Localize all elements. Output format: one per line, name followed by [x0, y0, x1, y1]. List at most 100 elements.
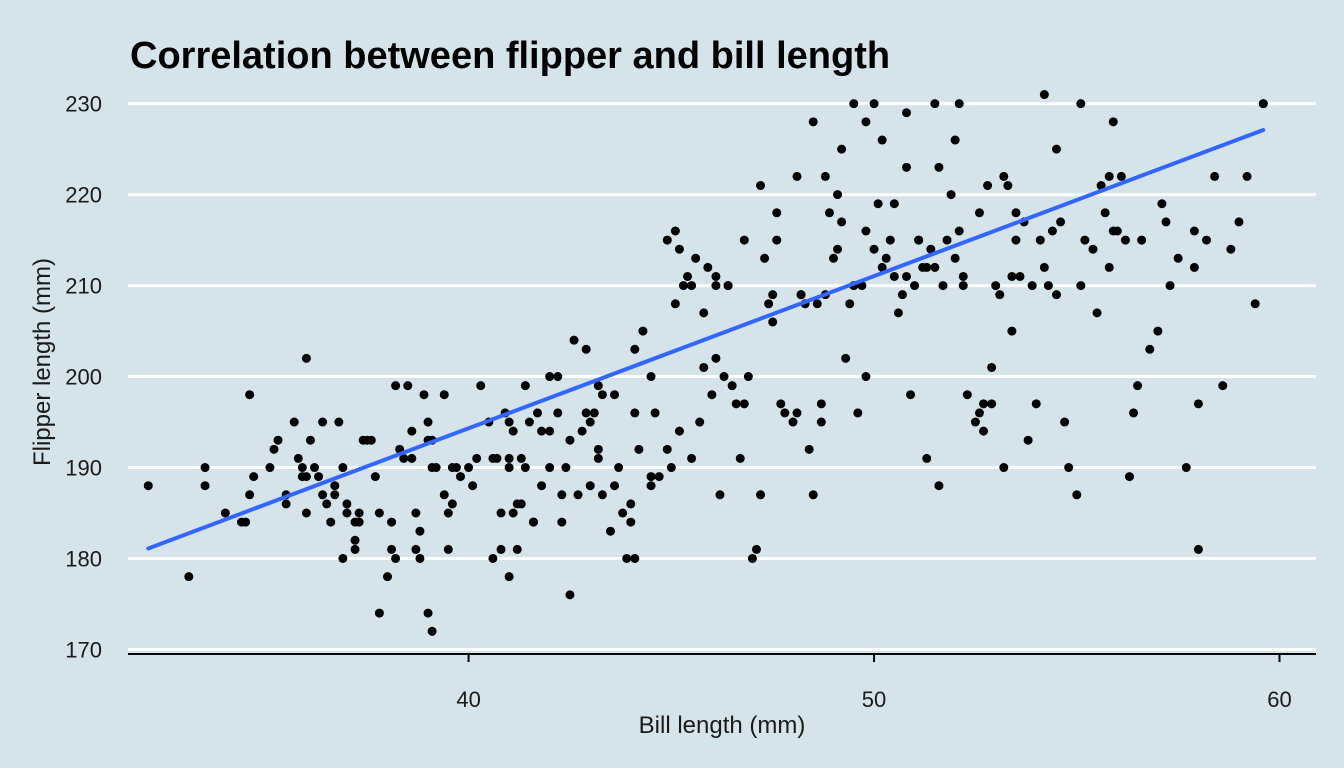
data-point	[610, 481, 620, 491]
data-point	[674, 426, 684, 436]
data-point	[938, 281, 948, 291]
data-point	[1234, 217, 1244, 227]
data-point	[703, 262, 713, 272]
data-point	[443, 508, 453, 518]
data-point	[1181, 463, 1191, 473]
data-point	[987, 399, 997, 409]
data-point	[1064, 463, 1074, 473]
y-tick-label: 220	[65, 183, 102, 208]
data-point	[1189, 262, 1199, 272]
data-point	[695, 417, 705, 427]
data-point	[561, 463, 571, 473]
data-point	[711, 353, 721, 363]
data-point	[735, 453, 745, 463]
data-point	[354, 508, 364, 518]
data-point	[1258, 99, 1268, 109]
data-point	[622, 553, 632, 563]
data-point	[950, 253, 960, 263]
data-point	[719, 372, 729, 382]
data-point	[423, 608, 433, 618]
data-point	[504, 572, 514, 582]
data-point	[776, 399, 786, 409]
data-point	[958, 281, 968, 291]
data-point	[930, 99, 940, 109]
trend-line	[146, 128, 1266, 551]
data-point	[946, 190, 956, 200]
data-point	[447, 499, 457, 509]
data-point	[666, 463, 676, 473]
data-point	[715, 490, 725, 500]
data-point	[342, 499, 352, 509]
data-point	[512, 544, 522, 554]
data-point	[756, 181, 766, 191]
data-point	[496, 544, 506, 554]
data-point	[804, 444, 814, 454]
data-point	[1100, 208, 1110, 218]
data-point	[853, 408, 863, 418]
data-point	[861, 372, 871, 382]
data-point	[987, 362, 997, 372]
data-point	[674, 244, 684, 254]
data-point	[581, 408, 591, 418]
data-point	[1080, 235, 1090, 245]
data-point	[1003, 181, 1013, 191]
data-point	[922, 453, 932, 463]
data-point	[297, 463, 307, 473]
data-point	[792, 408, 802, 418]
data-point	[958, 271, 968, 281]
data-point	[979, 426, 989, 436]
data-point	[338, 463, 348, 473]
data-point	[768, 290, 778, 300]
data-point	[768, 317, 778, 327]
data-point	[314, 472, 324, 482]
data-point	[638, 326, 648, 336]
data-point	[711, 271, 721, 281]
data-point	[760, 253, 770, 263]
data-point	[472, 453, 482, 463]
data-point	[808, 490, 818, 500]
x-tick-label: 50	[862, 687, 886, 712]
trend-line-group	[146, 128, 1266, 551]
data-point	[1193, 544, 1203, 554]
data-point	[391, 381, 401, 391]
data-point	[764, 299, 774, 309]
data-point	[914, 235, 924, 245]
data-point	[301, 508, 311, 518]
data-point	[910, 281, 920, 291]
data-point	[597, 490, 607, 500]
data-point	[200, 463, 210, 473]
data-point	[326, 517, 336, 527]
data-point	[508, 426, 518, 436]
data-point	[1031, 399, 1041, 409]
chart-title: Correlation between flipper and bill len…	[130, 35, 890, 77]
data-point	[731, 399, 741, 409]
data-point	[897, 290, 907, 300]
data-point	[569, 335, 579, 345]
data-point	[1096, 181, 1106, 191]
data-point	[707, 390, 717, 400]
data-point	[901, 162, 911, 172]
data-point	[504, 417, 514, 427]
data-point	[508, 508, 518, 518]
data-point	[589, 408, 599, 418]
data-point	[792, 171, 802, 181]
y-tick-label: 190	[65, 456, 102, 481]
y-tick-labels: 170 180 190 200 210 220 230	[65, 92, 102, 663]
data-point	[889, 271, 899, 281]
y-tick-label: 170	[65, 637, 102, 662]
data-point	[796, 290, 806, 300]
data-point	[849, 99, 859, 109]
data-point	[443, 544, 453, 554]
data-point	[954, 99, 964, 109]
data-point	[1047, 226, 1057, 236]
data-point	[464, 463, 474, 473]
data-point	[334, 417, 344, 427]
data-point	[942, 235, 952, 245]
data-point	[662, 444, 672, 454]
data-point	[492, 453, 502, 463]
data-point	[743, 372, 753, 382]
data-point	[1039, 262, 1049, 272]
data-point	[954, 226, 964, 236]
data-point	[934, 481, 944, 491]
data-point	[516, 499, 526, 509]
